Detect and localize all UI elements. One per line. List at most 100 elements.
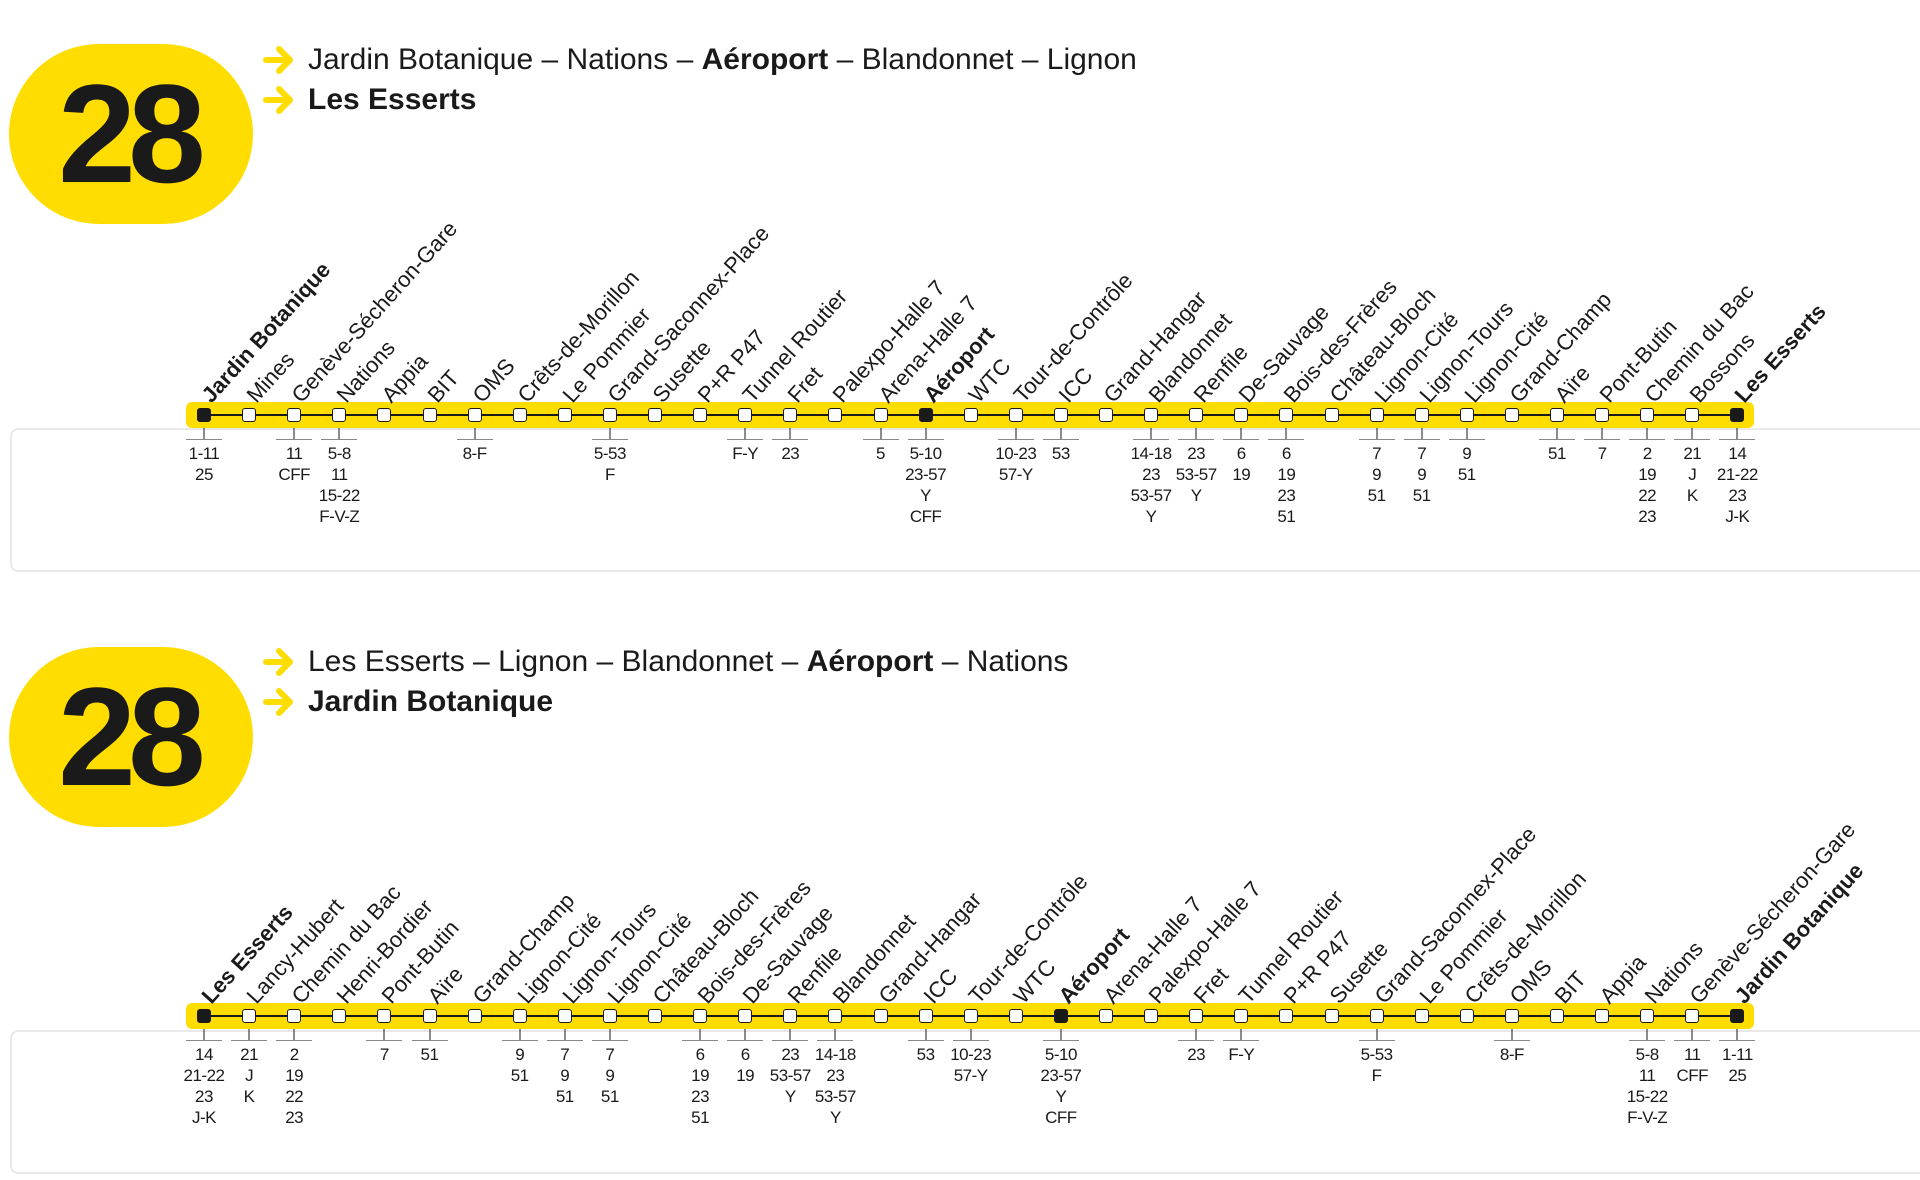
stop-marker[interactable] (242, 1009, 257, 1023)
terminal-stop-marker[interactable] (197, 1009, 211, 1023)
stop-marker[interactable] (332, 408, 347, 422)
stop-name[interactable]: Aïre (422, 961, 468, 1009)
connection-lines: 1-11 25 (1722, 1044, 1753, 1086)
connection-line-label: 53 (1051, 444, 1070, 463)
stop-marker[interactable] (1144, 1009, 1159, 1023)
stop-marker[interactable] (828, 408, 843, 422)
stop-marker[interactable] (648, 1009, 662, 1023)
connection-line-label: 22 (1638, 486, 1657, 505)
stop-marker[interactable] (467, 408, 482, 422)
stop-marker[interactable] (693, 408, 708, 422)
connection-lines: 6 19 23 51 (691, 1044, 709, 1128)
stop-marker[interactable] (1369, 1009, 1384, 1023)
stop-marker[interactable] (1189, 408, 1204, 422)
stop-marker[interactable] (422, 1009, 437, 1023)
stop-marker[interactable] (332, 1009, 347, 1023)
stop-marker[interactable] (557, 1009, 572, 1023)
stop-marker[interactable] (828, 1009, 843, 1023)
stop-marker[interactable] (602, 1009, 617, 1023)
connection-lines: 2 19 22 23 (1638, 443, 1656, 527)
stop-name[interactable]: Appia (1594, 949, 1651, 1009)
stop-marker[interactable] (918, 1009, 933, 1023)
connection-tick (609, 1029, 611, 1041)
connection-tick (1376, 1029, 1378, 1041)
stop-marker[interactable] (377, 1009, 392, 1023)
stop-marker[interactable] (1504, 408, 1519, 422)
terminal-stop-marker[interactable] (1730, 1009, 1745, 1023)
stop-marker[interactable] (1144, 408, 1159, 422)
stop-marker[interactable] (242, 408, 257, 422)
stop-marker[interactable] (512, 1009, 527, 1023)
stop-marker[interactable] (1459, 408, 1474, 422)
stop-name[interactable]: Fret (1188, 962, 1234, 1009)
stop-marker[interactable] (1008, 1009, 1023, 1023)
connection-tick (834, 1029, 836, 1041)
connection-divider (1358, 1040, 1395, 1041)
stop-marker[interactable] (783, 1009, 798, 1023)
connection-line-label: 51 (555, 1087, 574, 1106)
stop-marker[interactable] (1550, 1009, 1564, 1023)
stop-marker[interactable] (1099, 408, 1113, 422)
connection-line-label: 14-18 (1130, 444, 1172, 463)
terminal-stop-marker[interactable] (197, 408, 211, 422)
stop-marker[interactable] (287, 408, 302, 422)
stop-marker[interactable] (1324, 1009, 1339, 1023)
connection-divider (546, 1040, 583, 1041)
stop-marker[interactable] (963, 408, 978, 422)
stop-marker[interactable] (1595, 408, 1610, 422)
stop-marker[interactable] (648, 408, 662, 422)
connection-divider (1448, 439, 1485, 440)
stop-marker[interactable] (693, 1009, 708, 1023)
stop-marker[interactable] (873, 408, 888, 422)
stop-marker[interactable] (287, 1009, 302, 1023)
connection-line-label: 51 (1548, 444, 1566, 463)
stop-marker[interactable] (1504, 1009, 1519, 1023)
connection-divider (591, 1040, 628, 1041)
connection-tick (1240, 1029, 1242, 1041)
stop-marker[interactable] (1279, 1009, 1294, 1023)
stop-marker[interactable] (738, 1009, 753, 1023)
stop-marker[interactable] (963, 1009, 978, 1023)
terminal-stop-marker[interactable] (1730, 408, 1745, 422)
stop-marker[interactable] (1414, 1009, 1429, 1023)
stop-marker[interactable] (1685, 1009, 1700, 1023)
stop-marker[interactable] (1053, 408, 1068, 422)
connection-line-label: F (604, 465, 615, 484)
connection-line-label: 5-53 (593, 444, 627, 463)
direction-arrow-icon (263, 46, 293, 74)
stop-marker[interactable] (1685, 408, 1700, 422)
stop-marker[interactable] (1369, 408, 1384, 422)
stop-marker[interactable] (1099, 1009, 1113, 1023)
stop-marker[interactable] (1414, 408, 1429, 422)
connection-line-label: 11 (1638, 1066, 1656, 1085)
stop-marker[interactable] (1234, 408, 1249, 422)
stop-marker[interactable] (1324, 408, 1339, 422)
stop-name[interactable]: ICC (918, 963, 963, 1009)
connection-line-label: 23 (1187, 1045, 1206, 1064)
stop-marker[interactable] (557, 408, 572, 422)
terminal-stop-marker[interactable] (918, 408, 933, 422)
stop-marker[interactable] (873, 1009, 888, 1023)
stop-marker[interactable] (738, 408, 753, 422)
connection-line-label: 19 (285, 1066, 304, 1085)
stop-marker[interactable] (512, 408, 527, 422)
stop-marker[interactable] (1008, 408, 1023, 422)
stop-marker[interactable] (422, 408, 437, 422)
stop-marker[interactable] (1189, 1009, 1204, 1023)
stop-marker[interactable] (377, 408, 392, 422)
connection-lines: 9 51 (511, 1044, 529, 1086)
stop-marker[interactable] (1640, 1009, 1655, 1023)
stop-marker[interactable] (1595, 1009, 1610, 1023)
connection-line-label: 23-57 (905, 465, 947, 484)
stop-marker[interactable] (1459, 1009, 1474, 1023)
stop-marker[interactable] (1550, 408, 1564, 422)
stop-marker[interactable] (602, 408, 617, 422)
connection-line-label: K (243, 1087, 255, 1106)
stop-marker[interactable] (467, 1009, 482, 1023)
stop-marker[interactable] (1279, 408, 1294, 422)
terminal-stop-marker[interactable] (1053, 1009, 1068, 1023)
stop-marker[interactable] (1640, 408, 1655, 422)
stop-name[interactable]: BIT (1549, 966, 1591, 1009)
stop-marker[interactable] (783, 408, 798, 422)
stop-marker[interactable] (1234, 1009, 1249, 1023)
